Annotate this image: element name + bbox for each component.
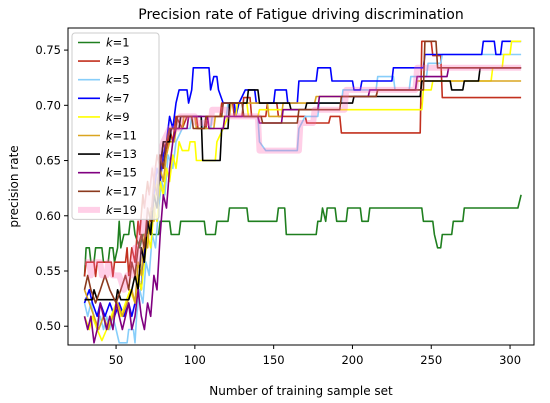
legend-label-value: =19 [113,203,137,217]
legend: k=1k=3k=5k=7k=9k=11k=13k=15k=17k=19 [71,32,160,220]
legend-label-variable: k [106,73,114,87]
legend-label-k-19: k=19 [106,203,137,217]
series-line-k-11 [83,80,522,331]
legend-entry-k-5: k=5 [78,73,130,87]
legend-label-k-17: k=17 [106,184,137,198]
legend-label-variable: k [106,129,114,143]
y-axis-label: precision rate [7,145,21,227]
legend-entry-k-9: k=9 [78,110,130,124]
chart-title: Precision rate of Fatigue driving discri… [138,7,463,23]
x-tick-label-250: 250 [420,353,442,367]
legend-label-variable: k [106,184,114,198]
legend-label-value: =15 [113,166,137,180]
legend-label-k-7: k=7 [106,91,130,105]
legend-label-k-9: k=9 [106,110,130,124]
y-tick-label-0-50: 0.50 [35,319,61,333]
legend-label-variable: k [106,110,114,124]
legend-label-variable: k [106,91,114,105]
y-tick-label-0-55: 0.55 [35,264,61,278]
legend-entry-k-3: k=3 [78,54,130,68]
plot-frame [67,27,535,346]
legend-label-variable: k [106,203,114,217]
series-line-k-13 [84,67,522,301]
x-axis-ticks: 50 100 150 200 250 300 [109,345,521,367]
x-tick-label-150: 150 [263,353,285,367]
legend-entry-k-11: k=11 [78,129,137,143]
legend-entry-k-1: k=1 [78,36,130,50]
y-tick-label-0-75: 0.75 [35,43,61,57]
x-tick-label-200: 200 [341,353,363,367]
series-lines [83,40,522,344]
legend-label-value: =9 [113,110,130,124]
legend-label-k-5: k=5 [106,73,130,87]
y-tick-label-0-60: 0.60 [35,209,61,223]
y-tick-label-0-70: 0.70 [35,98,61,112]
legend-entry-k-17: k=17 [78,184,137,198]
x-axis-label: Number of training sample set [209,384,393,398]
legend-label-value: =11 [113,129,137,143]
legend-label-value: =7 [113,91,130,105]
legend-label-value: =17 [113,184,137,198]
legend-label-k-15: k=15 [106,166,137,180]
legend-entry-k-7: k=7 [78,91,130,105]
legend-label-value: =5 [113,73,130,87]
legend-label-variable: k [106,54,114,68]
series-line-k-1 [83,194,522,277]
series-line-k-19 [84,64,522,293]
legend-label-value: =1 [113,36,130,50]
x-tick-label-100: 100 [184,353,206,367]
series-line-k-7 [83,40,522,318]
legend-entry-k-13: k=13 [78,147,137,161]
legend-label-value: =13 [113,147,137,161]
legend-entry-k-19: k=19 [78,203,137,217]
legend-label-k-3: k=3 [106,54,130,68]
legend-label-k-13: k=13 [106,147,137,161]
legend-label-variable: k [106,36,114,50]
y-axis-ticks: 0.50 0.55 0.60 0.65 0.70 0.75 [35,43,68,333]
x-tick-label-300: 300 [499,353,521,367]
legend-label-variable: k [106,166,114,180]
legend-label-variable: k [106,147,114,161]
legend-label-value: =3 [113,54,130,68]
x-tick-label-50: 50 [109,353,124,367]
y-tick-label-0-65: 0.65 [35,154,61,168]
series-line-k-17 [83,40,522,304]
legend-entry-k-15: k=15 [78,166,137,180]
legend-label-k-11: k=11 [106,129,137,143]
legend-label-k-1: k=1 [106,36,130,50]
series-line-k-9 [83,40,522,342]
